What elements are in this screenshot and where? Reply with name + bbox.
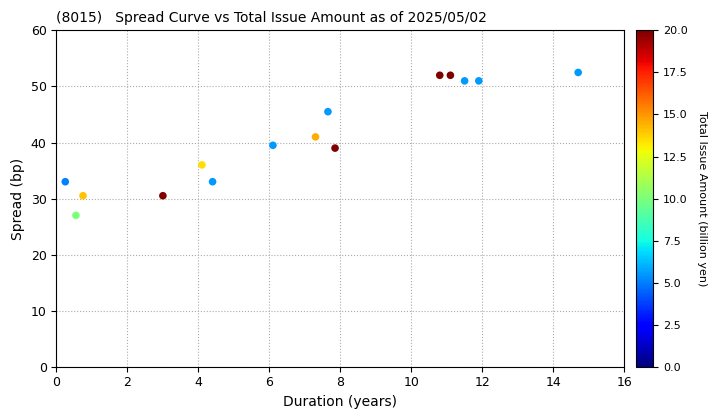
Text: (8015)   Spread Curve vs Total Issue Amount as of 2025/05/02: (8015) Spread Curve vs Total Issue Amoun… xyxy=(56,11,487,25)
X-axis label: Duration (years): Duration (years) xyxy=(284,395,397,409)
Point xyxy=(310,134,321,140)
Point xyxy=(572,69,584,76)
Point xyxy=(207,178,218,185)
Point xyxy=(157,192,168,199)
Point xyxy=(60,178,71,185)
Point xyxy=(329,145,341,152)
Point xyxy=(267,142,279,149)
Y-axis label: Spread (bp): Spread (bp) xyxy=(11,158,25,239)
Point xyxy=(445,72,456,79)
Point xyxy=(473,78,485,84)
Point xyxy=(322,108,333,115)
Point xyxy=(434,72,446,79)
Point xyxy=(70,212,81,219)
Point xyxy=(196,162,207,168)
Point xyxy=(459,78,470,84)
Y-axis label: Total Issue Amount (billion yen): Total Issue Amount (billion yen) xyxy=(697,111,707,286)
Point xyxy=(77,192,89,199)
